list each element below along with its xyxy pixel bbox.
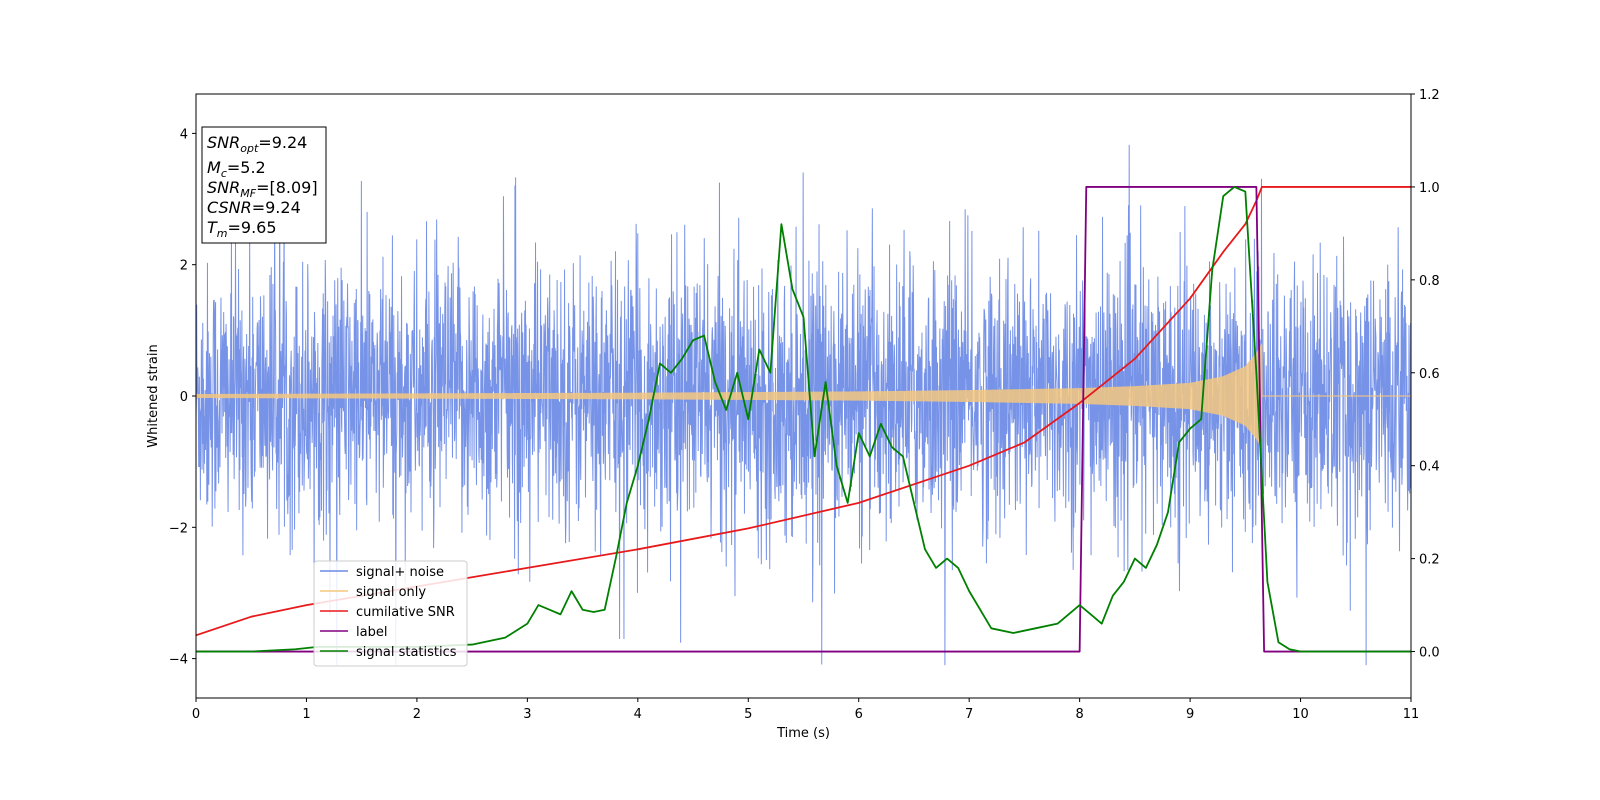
signal-only-line bbox=[196, 343, 1411, 448]
y2-tick-label: 0.8 bbox=[1419, 274, 1440, 289]
legend-label-signal-only: signal only bbox=[356, 585, 426, 600]
x-tick-label: 3 bbox=[523, 707, 531, 722]
info-box-frame bbox=[201, 126, 327, 244]
signal-statistics-line bbox=[196, 186, 1411, 653]
info-snr-opt: SNRopt=9.24 bbox=[207, 133, 307, 155]
x-tick-label: 2 bbox=[413, 707, 421, 722]
x-tick-label: 10 bbox=[1292, 707, 1309, 722]
x-tick-label: 7 bbox=[965, 707, 973, 722]
legend-label-signal-statistics: signal statistics bbox=[356, 645, 457, 660]
legend-label-cumulative-snr: cumilative SNR bbox=[356, 605, 455, 620]
legend-label-label: label bbox=[356, 625, 387, 640]
axes-layer: 0 1 2 3 4 5 6 7 8 9 10 11 −4 −2 0 2 4 0.0 0.2 0.4 0.6 0.8 1.0 1… bbox=[169, 88, 1440, 722]
info-box: SNRopt=9.24 Mc=5.2 SNRMF=[8.09] CSNR=9.2… bbox=[201, 126, 327, 244]
info-mc: Mc=5.2 bbox=[207, 158, 266, 180]
y2-tick-label: 1.0 bbox=[1419, 181, 1440, 196]
info-tm: Tm=9.65 bbox=[207, 218, 277, 240]
x-tick-label: 1 bbox=[302, 707, 310, 722]
x-tick-label: 6 bbox=[855, 707, 863, 722]
x-tick-label: 8 bbox=[1075, 707, 1083, 722]
y2-tick-label: 0.0 bbox=[1419, 646, 1440, 661]
label-line bbox=[196, 186, 1411, 653]
y-tick-label: −2 bbox=[169, 521, 188, 536]
info-csnr: CSNR=9.24 bbox=[207, 198, 301, 217]
x-tick-label: 9 bbox=[1186, 707, 1194, 722]
y2-tick-label: 0.4 bbox=[1419, 460, 1440, 475]
info-snr-mf: SNRMF=[8.09] bbox=[207, 178, 318, 200]
y2-tick-label: 0.6 bbox=[1419, 367, 1440, 382]
x-tick-label: 11 bbox=[1403, 707, 1420, 722]
x-axis-label: Time (s) bbox=[776, 726, 830, 741]
x-tick-label: 4 bbox=[634, 707, 642, 722]
y2-tick-label: 1.2 bbox=[1419, 88, 1440, 103]
y-tick-label: 4 bbox=[180, 127, 188, 142]
legend-label-signal-noise: signal+ noise bbox=[356, 565, 444, 580]
x-tick-label: 0 bbox=[192, 707, 200, 722]
y-tick-label: 0 bbox=[180, 390, 188, 405]
x-tick-label: 5 bbox=[744, 707, 752, 722]
y2-tick-label: 0.2 bbox=[1419, 553, 1440, 568]
y-tick-label: 2 bbox=[180, 259, 188, 274]
legend-frame bbox=[313, 560, 468, 667]
y-tick-label: −4 bbox=[169, 653, 188, 668]
y-axis-label: Whitened strain bbox=[146, 344, 161, 447]
legend: signal+ noise signal only cumilative SNR… bbox=[313, 560, 468, 667]
